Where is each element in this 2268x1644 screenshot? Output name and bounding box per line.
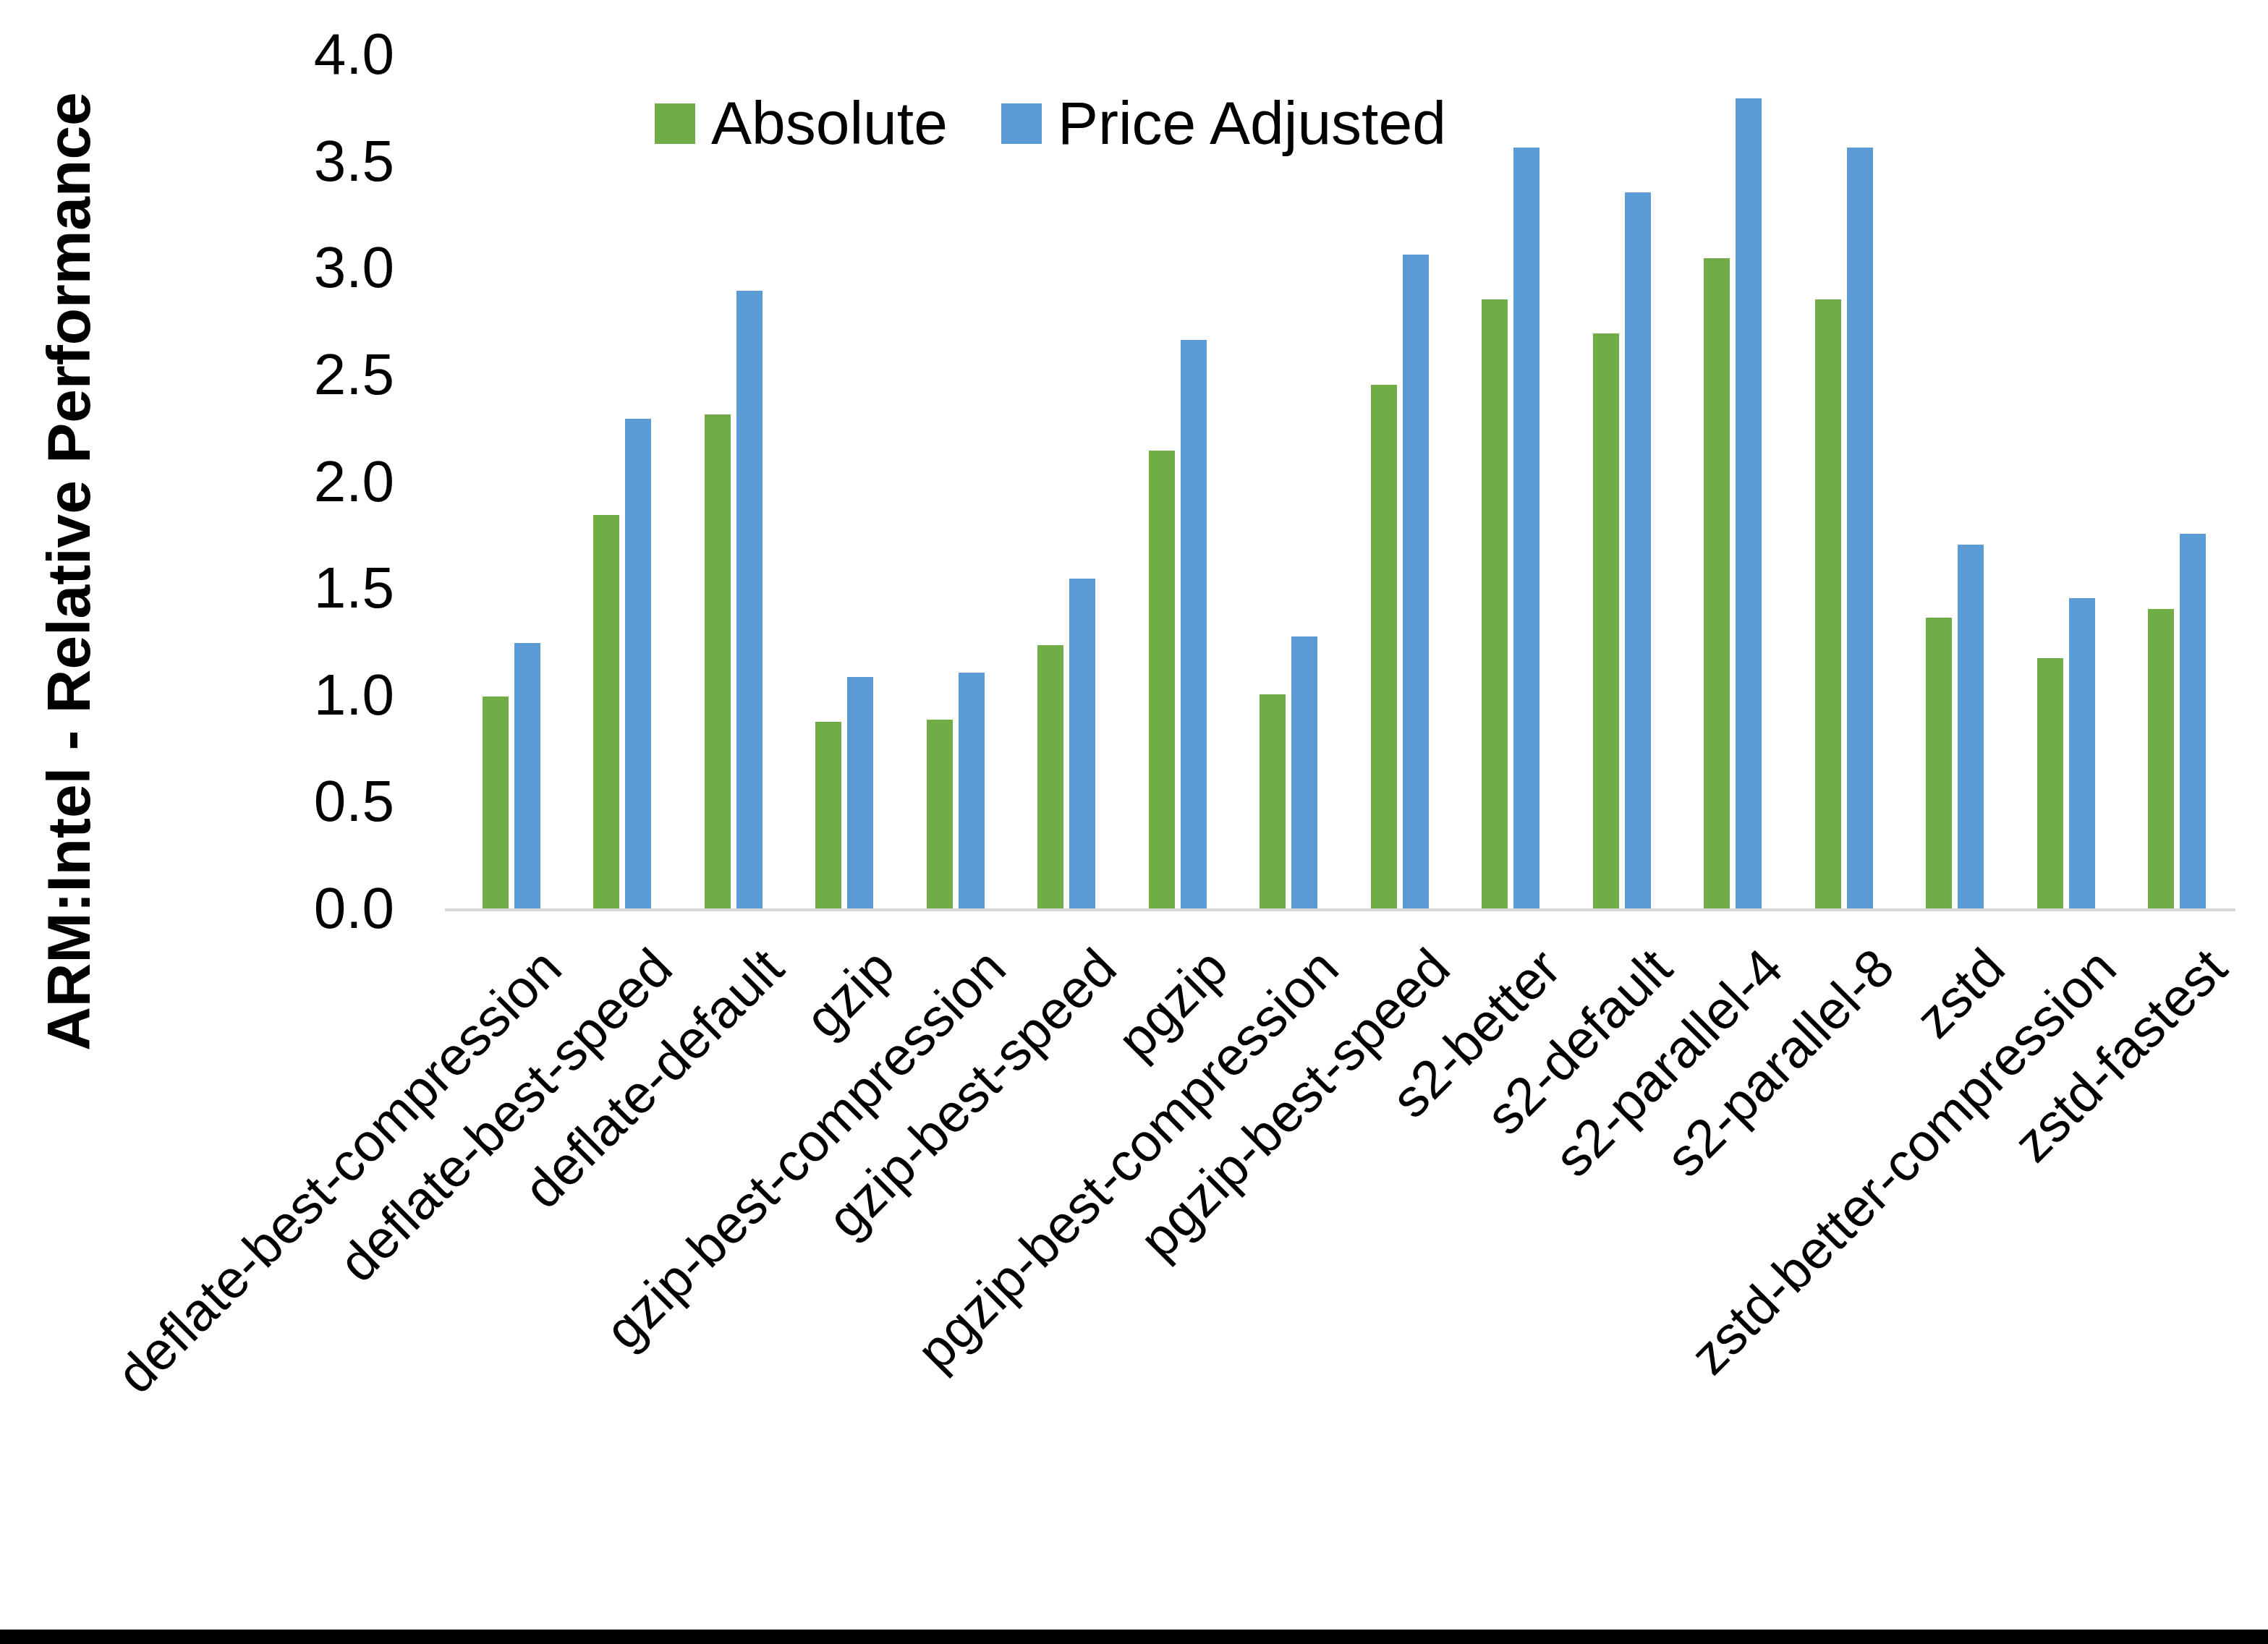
bar-price-adjusted-gzip bbox=[847, 677, 873, 910]
y-tick-label-1.5: 1.5 bbox=[0, 555, 394, 621]
bar-price-adjusted-gzip-best-speed bbox=[1069, 579, 1095, 910]
y-tick-label-2.0: 2.0 bbox=[0, 448, 394, 515]
bar-absolute-gzip-best-compression bbox=[927, 720, 953, 910]
bar-price-adjusted-zstd bbox=[1958, 545, 1984, 910]
bar-absolute-pgzip-best-speed bbox=[1371, 385, 1397, 910]
bar-price-adjusted-s2-default bbox=[1625, 192, 1651, 910]
y-tick-label-2.5: 2.5 bbox=[0, 341, 394, 408]
chart-canvas: ARM:Intel - Relative Performance 0.00.51… bbox=[0, 0, 2268, 1644]
bar-absolute-deflate-best-speed bbox=[593, 515, 619, 910]
y-tick-label-4.0: 4.0 bbox=[0, 21, 394, 88]
legend-item-price-adjusted: Price Adjusted bbox=[1001, 88, 1446, 158]
bar-price-adjusted-s2-better bbox=[1513, 148, 1539, 910]
bottom-border bbox=[0, 1630, 2268, 1644]
bar-price-adjusted-gzip-best-compression bbox=[959, 673, 985, 910]
bar-absolute-s2-better bbox=[1482, 299, 1508, 910]
legend: Absolute Price Adjusted bbox=[655, 88, 1446, 158]
bar-absolute-deflate-best-compression bbox=[483, 697, 509, 910]
y-tick-label-3.0: 3.0 bbox=[0, 234, 394, 301]
bar-absolute-zstd-better-compression bbox=[2037, 658, 2063, 910]
bar-price-adjusted-pgzip-best-compression bbox=[1291, 636, 1317, 910]
bar-price-adjusted-zstd-fastest bbox=[2180, 534, 2206, 910]
bar-price-adjusted-deflate-best-speed bbox=[625, 419, 651, 910]
bar-absolute-pgzip bbox=[1149, 451, 1175, 910]
y-tick-label-3.5: 3.5 bbox=[0, 128, 394, 195]
bar-absolute-gzip bbox=[815, 722, 841, 910]
y-tick-label-1.0: 1.0 bbox=[0, 662, 394, 728]
bar-price-adjusted-pgzip bbox=[1181, 340, 1207, 910]
bar-price-adjusted-s2-parallel-4 bbox=[1736, 98, 1762, 910]
bar-absolute-zstd-fastest bbox=[2148, 609, 2174, 910]
legend-label: Absolute bbox=[711, 88, 948, 158]
bar-price-adjusted-deflate-default bbox=[736, 291, 763, 910]
y-tick-label-0.0: 0.0 bbox=[0, 875, 394, 942]
x-axis-line bbox=[445, 908, 2235, 911]
bar-absolute-s2-parallel-8 bbox=[1815, 299, 1841, 910]
legend-label: Price Adjusted bbox=[1058, 88, 1446, 158]
legend-item-absolute: Absolute bbox=[655, 88, 948, 158]
bar-absolute-s2-default bbox=[1593, 333, 1619, 910]
bar-absolute-zstd bbox=[1926, 618, 1952, 910]
bar-absolute-pgzip-best-compression bbox=[1260, 694, 1286, 910]
y-tick-label-0.5: 0.5 bbox=[0, 769, 394, 835]
bar-price-adjusted-zstd-better-compression bbox=[2069, 598, 2095, 910]
bar-absolute-deflate-default bbox=[705, 414, 731, 910]
bar-price-adjusted-s2-parallel-8 bbox=[1847, 148, 1873, 910]
bar-absolute-s2-parallel-4 bbox=[1704, 258, 1730, 910]
bar-price-adjusted-deflate-best-compression bbox=[514, 643, 540, 910]
bar-price-adjusted-pgzip-best-speed bbox=[1403, 255, 1429, 910]
legend-swatch-icon bbox=[655, 103, 695, 144]
bar-absolute-gzip-best-speed bbox=[1037, 645, 1063, 910]
legend-swatch-icon bbox=[1001, 103, 1042, 144]
